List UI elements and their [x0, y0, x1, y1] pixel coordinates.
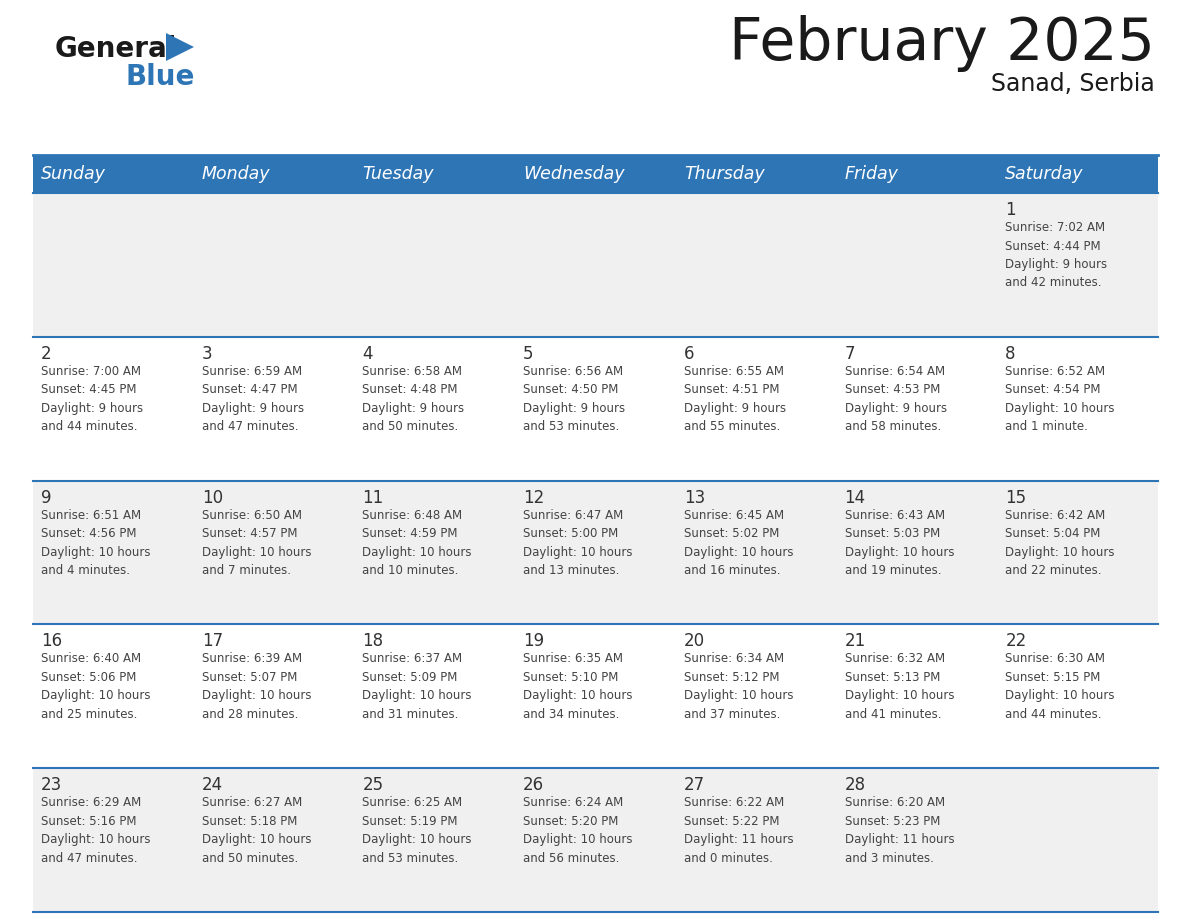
- Text: Saturday: Saturday: [1005, 165, 1083, 183]
- Text: 4: 4: [362, 345, 373, 363]
- Polygon shape: [166, 33, 194, 61]
- Text: 5: 5: [523, 345, 533, 363]
- Text: 17: 17: [202, 633, 223, 650]
- Text: Sunrise: 6:51 AM
Sunset: 4:56 PM
Daylight: 10 hours
and 4 minutes.: Sunrise: 6:51 AM Sunset: 4:56 PM Dayligh…: [42, 509, 151, 577]
- Text: 9: 9: [42, 488, 51, 507]
- Text: Sunrise: 6:58 AM
Sunset: 4:48 PM
Daylight: 9 hours
and 50 minutes.: Sunrise: 6:58 AM Sunset: 4:48 PM Dayligh…: [362, 364, 465, 433]
- Text: 26: 26: [523, 777, 544, 794]
- Text: Tuesday: Tuesday: [362, 165, 434, 183]
- Text: 18: 18: [362, 633, 384, 650]
- Text: Sunrise: 6:42 AM
Sunset: 5:04 PM
Daylight: 10 hours
and 22 minutes.: Sunrise: 6:42 AM Sunset: 5:04 PM Dayligh…: [1005, 509, 1114, 577]
- Text: 6: 6: [684, 345, 694, 363]
- Text: 24: 24: [202, 777, 223, 794]
- Text: 27: 27: [684, 777, 704, 794]
- Text: Sunrise: 6:55 AM
Sunset: 4:51 PM
Daylight: 9 hours
and 55 minutes.: Sunrise: 6:55 AM Sunset: 4:51 PM Dayligh…: [684, 364, 786, 433]
- Text: Wednesday: Wednesday: [523, 165, 625, 183]
- Text: 22: 22: [1005, 633, 1026, 650]
- Text: Sunrise: 6:29 AM
Sunset: 5:16 PM
Daylight: 10 hours
and 47 minutes.: Sunrise: 6:29 AM Sunset: 5:16 PM Dayligh…: [42, 796, 151, 865]
- Text: Sunrise: 6:35 AM
Sunset: 5:10 PM
Daylight: 10 hours
and 34 minutes.: Sunrise: 6:35 AM Sunset: 5:10 PM Dayligh…: [523, 653, 633, 721]
- Text: Sunrise: 6:37 AM
Sunset: 5:09 PM
Daylight: 10 hours
and 31 minutes.: Sunrise: 6:37 AM Sunset: 5:09 PM Dayligh…: [362, 653, 472, 721]
- Text: 25: 25: [362, 777, 384, 794]
- Text: Sunrise: 6:43 AM
Sunset: 5:03 PM
Daylight: 10 hours
and 19 minutes.: Sunrise: 6:43 AM Sunset: 5:03 PM Dayligh…: [845, 509, 954, 577]
- Text: Sunrise: 6:56 AM
Sunset: 4:50 PM
Daylight: 9 hours
and 53 minutes.: Sunrise: 6:56 AM Sunset: 4:50 PM Dayligh…: [523, 364, 625, 433]
- Text: 14: 14: [845, 488, 866, 507]
- Text: General: General: [55, 35, 177, 63]
- Text: Sunrise: 6:45 AM
Sunset: 5:02 PM
Daylight: 10 hours
and 16 minutes.: Sunrise: 6:45 AM Sunset: 5:02 PM Dayligh…: [684, 509, 794, 577]
- Text: Sunrise: 6:25 AM
Sunset: 5:19 PM
Daylight: 10 hours
and 53 minutes.: Sunrise: 6:25 AM Sunset: 5:19 PM Dayligh…: [362, 796, 472, 865]
- Text: 2: 2: [42, 345, 51, 363]
- FancyBboxPatch shape: [33, 155, 1158, 193]
- Text: Sunrise: 6:39 AM
Sunset: 5:07 PM
Daylight: 10 hours
and 28 minutes.: Sunrise: 6:39 AM Sunset: 5:07 PM Dayligh…: [202, 653, 311, 721]
- Text: February 2025: February 2025: [729, 15, 1155, 72]
- Text: 16: 16: [42, 633, 62, 650]
- FancyBboxPatch shape: [33, 337, 1158, 481]
- Text: Sunrise: 6:32 AM
Sunset: 5:13 PM
Daylight: 10 hours
and 41 minutes.: Sunrise: 6:32 AM Sunset: 5:13 PM Dayligh…: [845, 653, 954, 721]
- Text: 19: 19: [523, 633, 544, 650]
- Text: Sunrise: 6:20 AM
Sunset: 5:23 PM
Daylight: 11 hours
and 3 minutes.: Sunrise: 6:20 AM Sunset: 5:23 PM Dayligh…: [845, 796, 954, 865]
- FancyBboxPatch shape: [33, 624, 1158, 768]
- Text: Sunrise: 6:27 AM
Sunset: 5:18 PM
Daylight: 10 hours
and 50 minutes.: Sunrise: 6:27 AM Sunset: 5:18 PM Dayligh…: [202, 796, 311, 865]
- Text: 20: 20: [684, 633, 704, 650]
- Text: Sunrise: 6:30 AM
Sunset: 5:15 PM
Daylight: 10 hours
and 44 minutes.: Sunrise: 6:30 AM Sunset: 5:15 PM Dayligh…: [1005, 653, 1114, 721]
- Text: 1: 1: [1005, 201, 1016, 219]
- Text: Sanad, Serbia: Sanad, Serbia: [991, 72, 1155, 96]
- FancyBboxPatch shape: [33, 768, 1158, 912]
- Text: Sunrise: 6:47 AM
Sunset: 5:00 PM
Daylight: 10 hours
and 13 minutes.: Sunrise: 6:47 AM Sunset: 5:00 PM Dayligh…: [523, 509, 633, 577]
- Text: 15: 15: [1005, 488, 1026, 507]
- Text: Sunrise: 6:34 AM
Sunset: 5:12 PM
Daylight: 10 hours
and 37 minutes.: Sunrise: 6:34 AM Sunset: 5:12 PM Dayligh…: [684, 653, 794, 721]
- Text: 21: 21: [845, 633, 866, 650]
- Text: 7: 7: [845, 345, 855, 363]
- Text: Friday: Friday: [845, 165, 898, 183]
- Text: Sunrise: 6:54 AM
Sunset: 4:53 PM
Daylight: 9 hours
and 58 minutes.: Sunrise: 6:54 AM Sunset: 4:53 PM Dayligh…: [845, 364, 947, 433]
- Text: Blue: Blue: [125, 63, 195, 91]
- Text: 28: 28: [845, 777, 866, 794]
- Text: 11: 11: [362, 488, 384, 507]
- Text: Monday: Monday: [202, 165, 270, 183]
- Text: Thursday: Thursday: [684, 165, 765, 183]
- FancyBboxPatch shape: [33, 193, 1158, 337]
- Text: Sunrise: 7:02 AM
Sunset: 4:44 PM
Daylight: 9 hours
and 42 minutes.: Sunrise: 7:02 AM Sunset: 4:44 PM Dayligh…: [1005, 221, 1107, 289]
- Text: Sunrise: 7:00 AM
Sunset: 4:45 PM
Daylight: 9 hours
and 44 minutes.: Sunrise: 7:00 AM Sunset: 4:45 PM Dayligh…: [42, 364, 143, 433]
- Text: Sunrise: 6:40 AM
Sunset: 5:06 PM
Daylight: 10 hours
and 25 minutes.: Sunrise: 6:40 AM Sunset: 5:06 PM Dayligh…: [42, 653, 151, 721]
- Text: 23: 23: [42, 777, 62, 794]
- Text: Sunrise: 6:50 AM
Sunset: 4:57 PM
Daylight: 10 hours
and 7 minutes.: Sunrise: 6:50 AM Sunset: 4:57 PM Dayligh…: [202, 509, 311, 577]
- Text: Sunrise: 6:22 AM
Sunset: 5:22 PM
Daylight: 11 hours
and 0 minutes.: Sunrise: 6:22 AM Sunset: 5:22 PM Dayligh…: [684, 796, 794, 865]
- Text: Sunrise: 6:52 AM
Sunset: 4:54 PM
Daylight: 10 hours
and 1 minute.: Sunrise: 6:52 AM Sunset: 4:54 PM Dayligh…: [1005, 364, 1114, 433]
- Text: 13: 13: [684, 488, 706, 507]
- Text: 3: 3: [202, 345, 213, 363]
- FancyBboxPatch shape: [33, 481, 1158, 624]
- Text: Sunrise: 6:59 AM
Sunset: 4:47 PM
Daylight: 9 hours
and 47 minutes.: Sunrise: 6:59 AM Sunset: 4:47 PM Dayligh…: [202, 364, 304, 433]
- Text: 8: 8: [1005, 345, 1016, 363]
- Text: 10: 10: [202, 488, 223, 507]
- Text: Sunday: Sunday: [42, 165, 106, 183]
- Text: Sunrise: 6:48 AM
Sunset: 4:59 PM
Daylight: 10 hours
and 10 minutes.: Sunrise: 6:48 AM Sunset: 4:59 PM Dayligh…: [362, 509, 472, 577]
- Text: 12: 12: [523, 488, 544, 507]
- Text: Sunrise: 6:24 AM
Sunset: 5:20 PM
Daylight: 10 hours
and 56 minutes.: Sunrise: 6:24 AM Sunset: 5:20 PM Dayligh…: [523, 796, 633, 865]
